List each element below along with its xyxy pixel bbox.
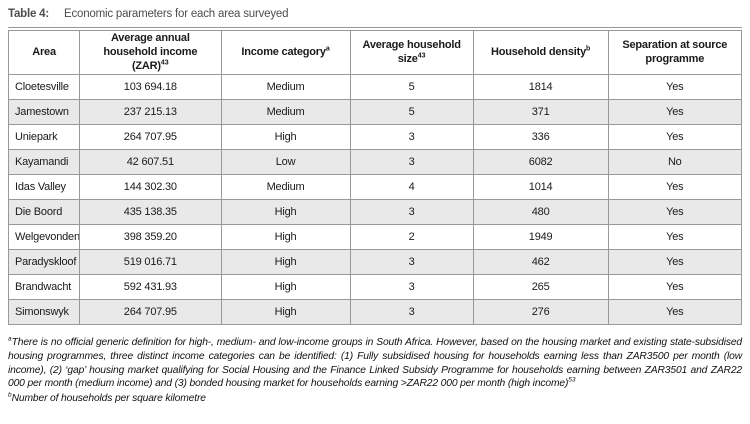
cell-category: High xyxy=(220,299,351,326)
cell-category: Medium xyxy=(220,174,351,201)
table-row-brandwacht: Brandwacht 592 431.93 High 3 265 Yes xyxy=(7,274,743,301)
economic-parameters-table: Area Average annual household income (ZA… xyxy=(7,29,743,326)
cell-area: Uniepark xyxy=(7,124,81,151)
table-number: Table 4: xyxy=(8,8,50,20)
column-header-area: Area xyxy=(7,29,81,76)
column-header-household-size: Average household size43 xyxy=(349,29,474,76)
cell-category: Medium xyxy=(220,74,351,101)
table-caption: Table 4: Economic parameters for each are… xyxy=(0,0,750,27)
cell-category: High xyxy=(220,124,351,151)
cell-size: 3 xyxy=(349,199,474,226)
cell-income: 398 359.20 xyxy=(79,224,222,251)
cell-separation: Yes xyxy=(607,124,743,151)
table-row-welgevonden: Welgevonden 398 359.20 High 2 1949 Yes xyxy=(7,224,743,251)
cell-area: Jamestown xyxy=(7,99,81,126)
table-row-paradyskloof: Paradyskloof 519 016.71 High 3 462 Yes xyxy=(7,249,743,276)
cell-size: 3 xyxy=(349,124,474,151)
table-row-cloetesville: Cloetesville 103 694.18 Medium 5 1814 Ye… xyxy=(7,74,743,101)
table-header-row: Area Average annual household income (ZA… xyxy=(7,29,743,76)
cell-category: High xyxy=(220,224,351,251)
cell-income: 592 431.93 xyxy=(79,274,222,301)
cell-separation: Yes xyxy=(607,299,743,326)
cell-category: Medium xyxy=(220,99,351,126)
cell-density: 371 xyxy=(472,99,609,126)
cell-density: 265 xyxy=(472,274,609,301)
table-row-idas-valley: Idas Valley 144 302.30 Medium 4 1014 Yes xyxy=(7,174,743,201)
cell-separation: Yes xyxy=(607,174,743,201)
cell-size: 5 xyxy=(349,74,474,101)
cell-density: 1014 xyxy=(472,174,609,201)
cell-category: Low xyxy=(220,149,351,176)
cell-separation: Yes xyxy=(607,199,743,226)
table-title: Economic parameters for each area survey… xyxy=(64,8,289,20)
cell-density: 480 xyxy=(472,199,609,226)
cell-area: Idas Valley xyxy=(7,174,81,201)
cell-size: 4 xyxy=(349,174,474,201)
cell-separation: No xyxy=(607,149,743,176)
cell-income: 42 607.51 xyxy=(79,149,222,176)
cell-area: Die Boord xyxy=(7,199,81,226)
cell-income: 264 707.95 xyxy=(79,124,222,151)
cell-area: Welgevonden xyxy=(7,224,81,251)
cell-income: 144 302.30 xyxy=(79,174,222,201)
cell-income: 519 016.71 xyxy=(79,249,222,276)
cell-density: 6082 xyxy=(472,149,609,176)
cell-area: Paradyskloof xyxy=(7,249,81,276)
footnote-household-density: bNumber of households per square kilomet… xyxy=(8,391,206,404)
column-header-income-category: Income categorya xyxy=(220,29,351,76)
cell-income: 237 215.13 xyxy=(79,99,222,126)
column-header-income: Average annual household income (ZAR)43 xyxy=(79,29,222,76)
cell-area: Cloetesville xyxy=(7,74,81,101)
cell-density: 276 xyxy=(472,299,609,326)
column-header-household-density: Household densityb xyxy=(472,29,609,76)
cell-size: 3 xyxy=(349,249,474,276)
cell-density: 462 xyxy=(472,249,609,276)
cell-size: 3 xyxy=(349,149,474,176)
table-row-jamestown: Jamestown 237 215.13 Medium 5 371 Yes xyxy=(7,99,743,126)
cell-area: Simonswyk xyxy=(7,299,81,326)
cell-density: 336 xyxy=(472,124,609,151)
cell-density: 1949 xyxy=(472,224,609,251)
cell-size: 3 xyxy=(349,274,474,301)
cell-size: 5 xyxy=(349,99,474,126)
footnotes-block: aThere is no official generic definition… xyxy=(8,336,742,405)
cell-area: Kayamandi xyxy=(7,149,81,176)
cell-density: 1814 xyxy=(472,74,609,101)
cell-category: High xyxy=(220,199,351,226)
cell-income: 103 694.18 xyxy=(79,74,222,101)
table-row-simonswyk: Simonswyk 264 707.95 High 3 276 Yes xyxy=(7,299,743,326)
cell-category: High xyxy=(220,249,351,276)
cell-income: 435 138.35 xyxy=(79,199,222,226)
cell-separation: Yes xyxy=(607,74,743,101)
table-top-rule: Area Average annual household income (ZA… xyxy=(7,27,743,326)
table-row-uniepark: Uniepark 264 707.95 High 3 336 Yes xyxy=(7,124,743,151)
cell-income: 264 707.95 xyxy=(79,299,222,326)
table-row-kayamandi: Kayamandi 42 607.51 Low 3 6082 No xyxy=(7,149,743,176)
table-row-die-boord: Die Boord 435 138.35 High 3 480 Yes xyxy=(7,199,743,226)
cell-separation: Yes xyxy=(607,274,743,301)
cell-separation: Yes xyxy=(607,224,743,251)
cell-size: 3 xyxy=(349,299,474,326)
cell-separation: Yes xyxy=(607,249,743,276)
cell-area: Brandwacht xyxy=(7,274,81,301)
cell-category: High xyxy=(220,274,351,301)
column-header-separation: Separation at source programme xyxy=(607,29,743,76)
cell-separation: Yes xyxy=(607,99,743,126)
cell-size: 2 xyxy=(349,224,474,251)
footnote-income-category: aThere is no official generic definition… xyxy=(8,335,742,390)
